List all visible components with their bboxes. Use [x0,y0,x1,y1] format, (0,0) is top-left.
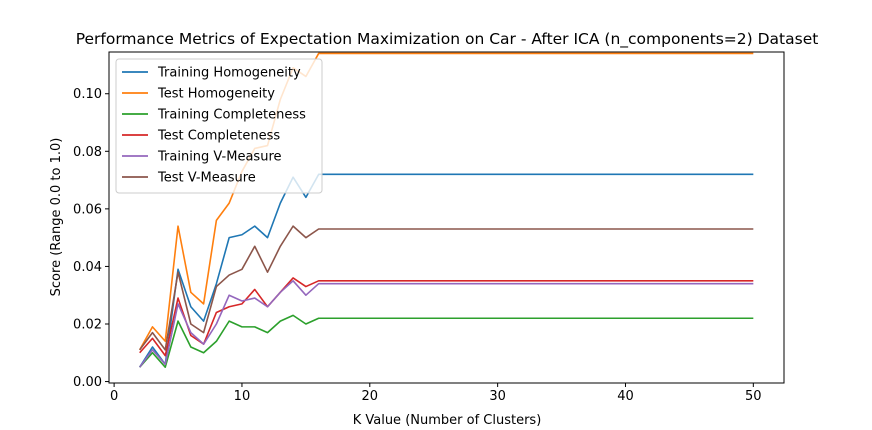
y-tick-label: 0.08 [73,145,102,160]
x-tick-label: 0 [110,389,118,404]
x-axis-ticks: 0 10 20 30 40 50 [110,383,762,404]
y-axis-label: Score (Range 0.0 to 1.0) [49,138,64,297]
legend-label: Test Completeness [157,129,280,144]
series-line-0 [139,173,754,368]
x-tick-label: 30 [489,389,506,404]
x-tick-label: 50 [745,389,762,404]
y-tick-label: 0.04 [73,260,102,275]
y-axis-ticks: 0.00 0.02 0.04 0.06 0.08 0.10 [73,87,109,390]
y-tick-label: 0.06 [73,202,102,217]
x-axis-label: K Value (Number of Clusters) [353,413,542,428]
legend-label: Training Completeness [157,108,306,123]
y-tick-label: 0.02 [73,317,102,332]
series-line-3 [139,277,754,357]
x-tick-label: 10 [234,389,251,404]
legend-label: Test V-Measure [157,171,256,186]
series-line-4 [139,280,754,368]
legend-label: Training V-Measure [157,150,282,165]
y-tick-label: 0.00 [73,375,102,390]
x-tick-label: 40 [617,389,634,404]
chart-title: Performance Metrics of Expectation Maxim… [76,30,819,49]
x-tick-label: 20 [362,389,379,404]
legend: Training Homogeneity Test Homogeneity Trai… [115,58,323,194]
series-line-5 [139,225,754,351]
plot-frame [108,51,785,384]
legend-label: Training Homogeneity [157,66,301,81]
y-tick-label: 0.10 [73,87,102,102]
legend-label: Test Homogeneity [157,87,275,102]
legend-box [115,58,323,194]
series-line-2 [139,314,754,368]
